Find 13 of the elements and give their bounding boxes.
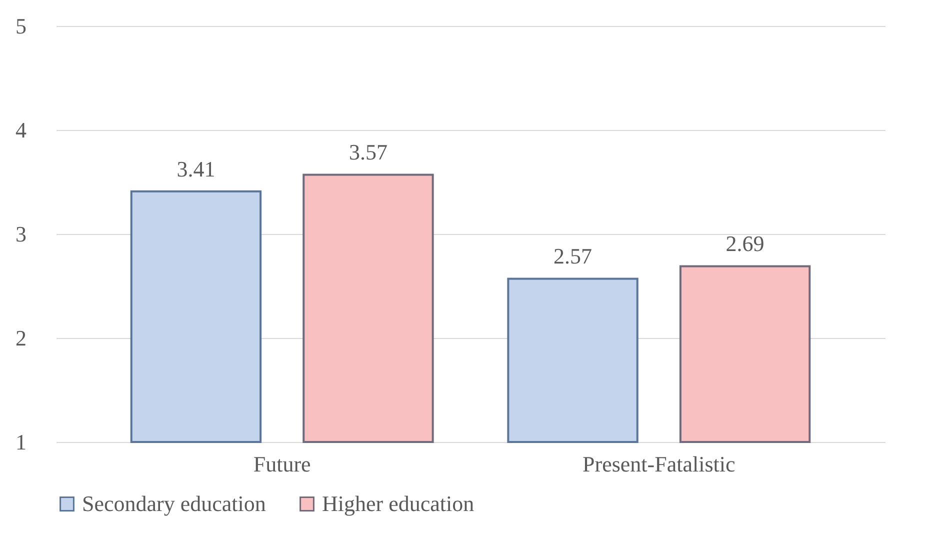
data-label: 2.57 (554, 244, 592, 269)
data-label: 3.41 (176, 156, 216, 182)
y-tick-label: 2 (16, 326, 26, 350)
legend-label: Secondary education (82, 491, 266, 516)
y-tick-label: 1 (16, 430, 26, 454)
y-tick-label: 3 (16, 222, 26, 246)
x-tick-label: Future (253, 452, 311, 476)
legend-label: Higher education (322, 491, 474, 516)
y-tick-label: 5 (16, 14, 26, 38)
data-label: 2.69 (726, 231, 764, 256)
y-tick-label: 4 (16, 118, 26, 142)
x-tick-label: Present-Fatalistic (582, 452, 736, 476)
data-label: 3.57 (348, 140, 388, 165)
